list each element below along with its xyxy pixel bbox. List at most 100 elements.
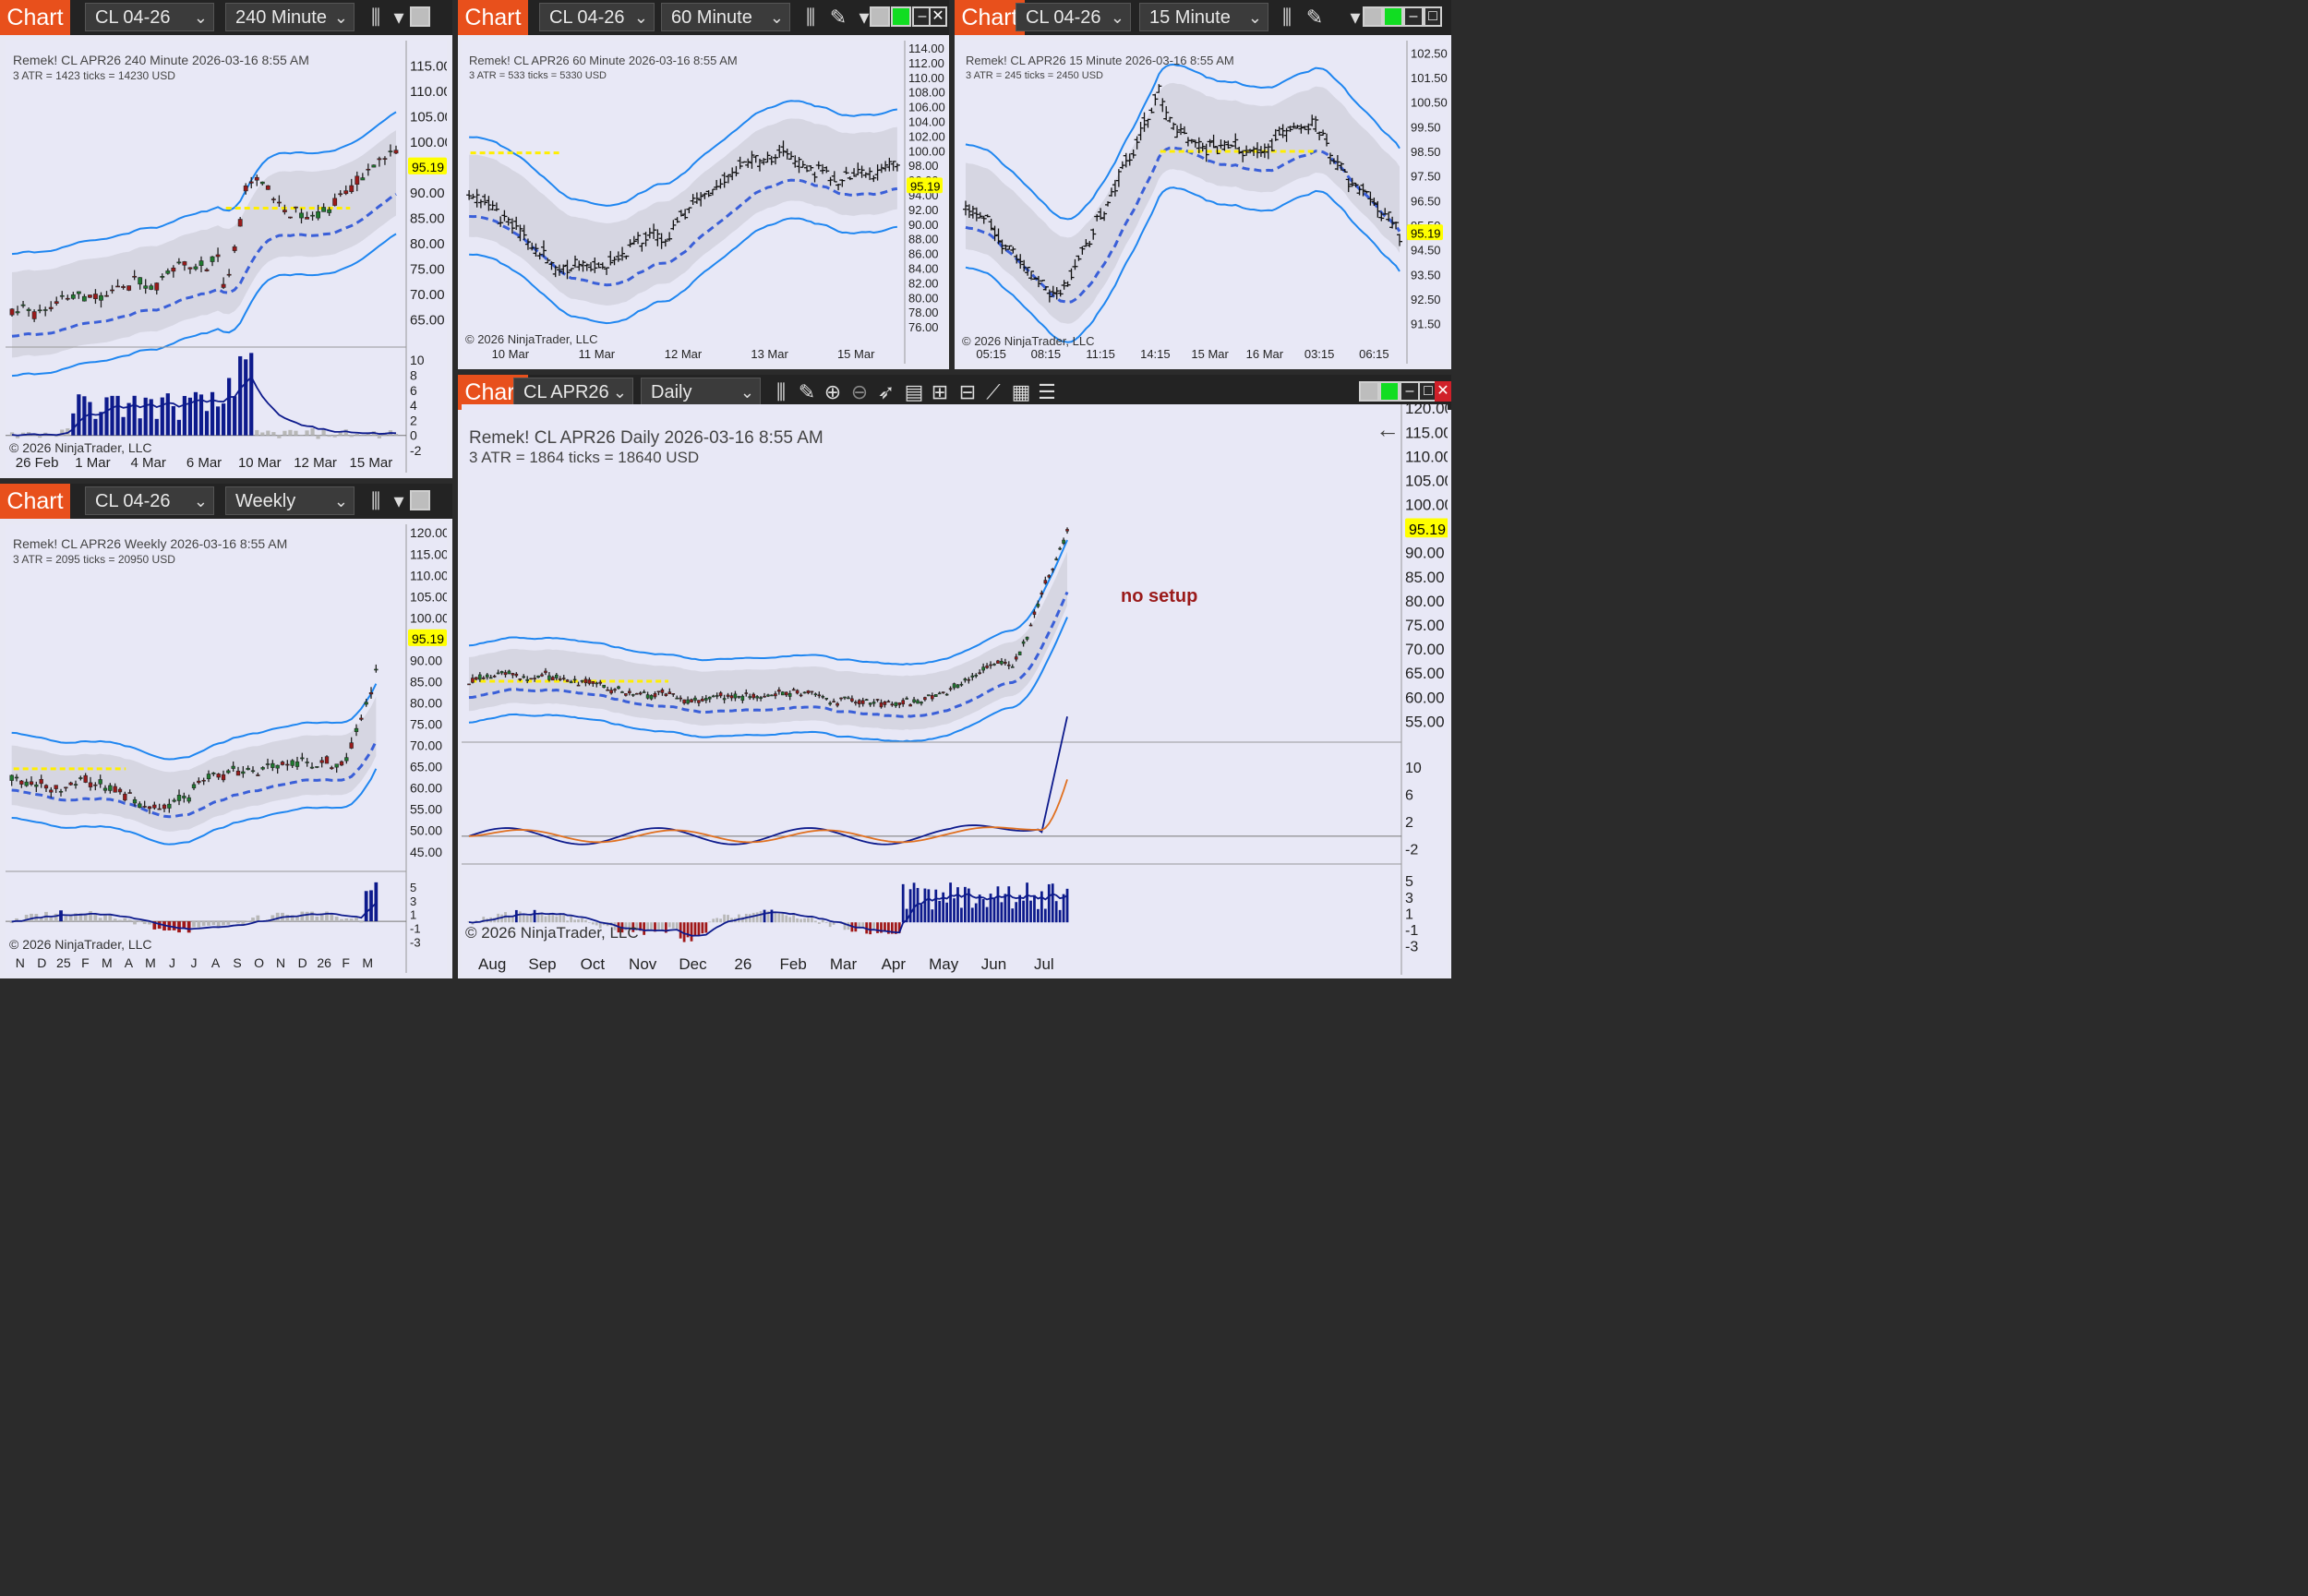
candle-body [802, 691, 807, 694]
interval-select[interactable]: 15 Minute ⌄ [1139, 3, 1268, 31]
candle-body [854, 702, 858, 704]
sub-tick-label: 5 [410, 881, 416, 894]
maximize-button[interactable]: □ [1424, 6, 1442, 27]
candle-body [499, 671, 504, 674]
histogram-bar [613, 922, 617, 930]
candle-body [748, 696, 752, 699]
lower-band-line [11, 233, 397, 378]
window-green-button[interactable] [1383, 6, 1403, 27]
data-box-icon[interactable]: ▤ [904, 380, 924, 403]
template-icon[interactable]: ⊞ [931, 380, 949, 403]
window-gray-button[interactable] [1359, 381, 1379, 402]
instrument-select[interactable]: CL 04-26 ⌄ [85, 3, 214, 31]
candle-body [1058, 547, 1062, 550]
dropdown-arrow-icon[interactable]: ▾ [1350, 6, 1361, 29]
candle-body [634, 692, 639, 695]
minimize-button[interactable]: – [912, 6, 932, 27]
candle-body [733, 693, 738, 699]
interval-label: Weekly [235, 491, 296, 511]
histogram-bar [693, 922, 697, 936]
candle-body [514, 673, 519, 677]
interval-select[interactable]: Weekly ⌄ [225, 486, 355, 515]
histogram-bar [858, 922, 861, 929]
zoom-out-icon[interactable]: ⊖ [850, 380, 869, 403]
instrument-select[interactable]: CL APR26 ⌄ [513, 378, 633, 406]
histogram-bar [890, 922, 894, 934]
window-gray-button[interactable] [1363, 6, 1383, 27]
price-plot[interactable]: 120.00115.00110.00105.00100.0095.0090.00… [462, 400, 1453, 975]
candle-body [787, 692, 792, 697]
bar-style-icon[interactable]: ⫼ [370, 6, 381, 29]
chevron-down-icon: ⌄ [333, 492, 348, 510]
minimize-button[interactable]: – [1400, 381, 1420, 402]
histogram-bar [215, 406, 221, 436]
properties-icon[interactable]: ▦ [1011, 380, 1031, 403]
instrument-select[interactable]: CL 04-26 ⌄ [1016, 3, 1131, 31]
y-tick-label: 93.50 [1411, 268, 1441, 282]
candle-body [824, 698, 829, 700]
window-gray-button[interactable] [410, 490, 430, 510]
close-button[interactable]: ✕ [929, 6, 947, 27]
price-plot[interactable]: 102.50 101.50 100.50 99.50 98.50 97.50 96.50 95… [958, 41, 1448, 364]
candle-body [20, 304, 26, 306]
interval-select[interactable]: 240 Minute ⌄ [225, 3, 355, 31]
price-plot[interactable]: 114.00 112.00 110.00 108.00 106.00 104.00 102.… [462, 41, 945, 364]
candle-body [132, 275, 138, 278]
interval-select[interactable]: Daily ⌄ [641, 378, 761, 406]
chart-tab[interactable]: Chart [458, 0, 528, 35]
candle-body [349, 185, 355, 192]
chart-tab[interactable]: Chart [0, 484, 70, 519]
window-green-button[interactable] [1379, 381, 1400, 402]
window-green-button[interactable] [891, 6, 911, 27]
list-icon[interactable]: ☰ [1038, 380, 1056, 403]
histogram-bar [1040, 891, 1043, 923]
bar-style-icon[interactable]: ⫼ [775, 380, 787, 403]
chart-title: Remek! CL APR26 15 Minute 2026-03-16 8:5… [966, 54, 1234, 67]
histogram-bar [887, 922, 890, 934]
dropdown-arrow-icon[interactable]: ▾ [393, 6, 404, 29]
indicators-icon[interactable]: ⊟ [958, 380, 977, 403]
candle-body [270, 198, 276, 200]
window-gray-button[interactable] [870, 6, 890, 27]
candle-body [152, 804, 157, 809]
pencil-icon[interactable]: ✎ [829, 6, 847, 29]
pencil-icon[interactable]: ✎ [1305, 6, 1324, 29]
bar-style-icon[interactable]: ⫼ [1281, 6, 1292, 29]
y-tick-label: 91.50 [1411, 318, 1441, 331]
candle-body [123, 793, 127, 801]
x-tick-label: M [362, 955, 373, 970]
histogram-bar [657, 922, 660, 930]
instrument-select[interactable]: CL 04-26 ⌄ [539, 3, 655, 31]
candle-body [310, 214, 315, 217]
strategy-icon[interactable]: ⟋ [986, 380, 1001, 403]
histogram-bar [275, 912, 280, 922]
instrument-select[interactable]: CL 04-26 ⌄ [85, 486, 214, 515]
chevron-down-icon: ⌄ [193, 8, 208, 27]
candle-body [99, 294, 103, 301]
close-button[interactable]: ✕ [1435, 381, 1451, 402]
pencil-icon[interactable]: ✎ [798, 380, 816, 403]
window-gray-button[interactable] [410, 6, 430, 27]
zoom-in-icon[interactable]: ⊕ [823, 380, 842, 403]
histogram-bar [828, 922, 832, 928]
histogram-bar [555, 916, 559, 923]
candle-body [294, 206, 298, 209]
minimize-button[interactable]: – [1403, 6, 1424, 27]
dropdown-arrow-icon[interactable]: ▾ [859, 6, 870, 29]
chart-tab[interactable]: Chart [0, 0, 70, 35]
bar-style-icon[interactable]: ⫼ [370, 489, 381, 512]
price-plot[interactable]: 115.00110.00105.00100.0095.0090.0085.008… [6, 41, 452, 473]
dropdown-arrow-icon[interactable]: ▾ [393, 489, 404, 512]
chart-window-15min: Chart CL 04-26 ⌄ 15 Minute ⌄ ⫼ ✎ ▾ – □ 102… [955, 0, 1451, 369]
pointer-icon[interactable]: ➶ [877, 380, 896, 403]
interval-select[interactable]: 60 Minute ⌄ [661, 3, 790, 31]
chart-tab[interactable]: Chart [955, 0, 1025, 35]
bar-style-icon[interactable]: ⫼ [805, 6, 816, 29]
candle-body [265, 763, 270, 765]
candle-body [76, 291, 81, 294]
price-plot[interactable]: 120.00115.00110.00105.00100.0095.0090.00… [6, 524, 450, 973]
y-tick-label: 55.00 [410, 802, 442, 817]
instrument-label: CL APR26 [523, 382, 609, 402]
histogram-bar [193, 391, 198, 436]
histogram-bar [869, 922, 872, 935]
